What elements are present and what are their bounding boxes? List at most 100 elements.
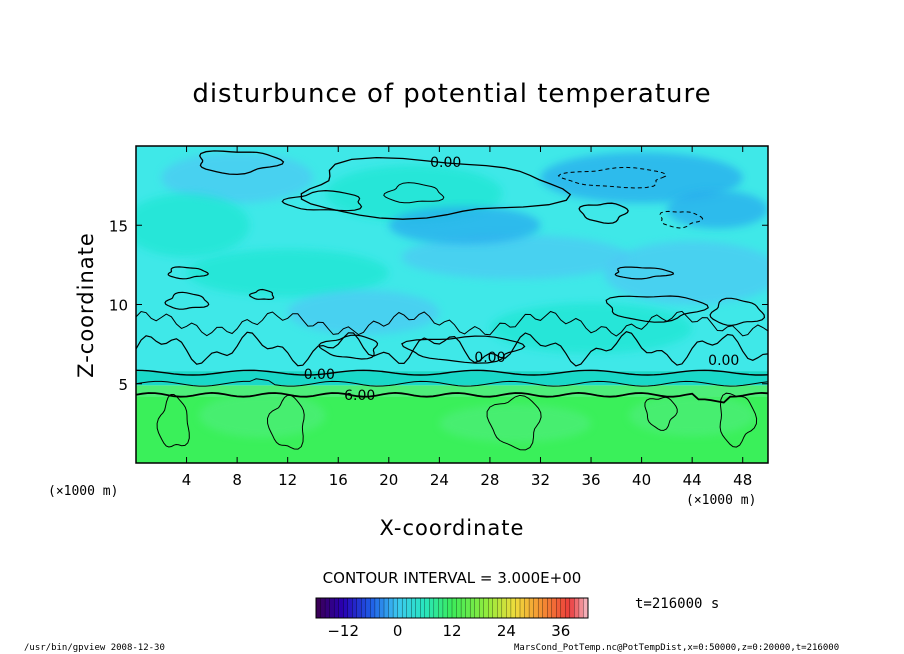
y-axis-label: Z-coordinate: [74, 232, 98, 378]
contour-loop: [578, 202, 629, 225]
x-axis: 4 8 12 16 20 24 28 32 36 40 44 48: [182, 146, 752, 489]
colorbar-cell: [361, 597, 367, 619]
color-blob: [628, 394, 756, 437]
color-blob: [136, 193, 250, 257]
color-blob: [439, 404, 592, 443]
contour-interval-text: CONTOUR INTERVAL = 3.000E+00: [323, 569, 582, 587]
colorbar-cell: [547, 597, 553, 619]
x-tick-label: 44: [683, 471, 702, 489]
color-blob: [489, 302, 693, 354]
color-blob: [666, 190, 768, 229]
y-tick-label: 10: [109, 297, 128, 315]
x-tick-label: 12: [278, 471, 297, 489]
x-unit-left: (×1000 m): [48, 484, 118, 499]
colorbar-ticks: −12 0 12 24 36: [327, 622, 570, 640]
contour-loop: [281, 189, 363, 212]
colorbar-cell: [343, 597, 349, 619]
contour-lines: [136, 150, 768, 451]
x-tick-label: 24: [430, 471, 449, 489]
y-tick-label: 5: [118, 376, 128, 394]
colorbar-cell: [429, 597, 435, 619]
plot-area: [136, 146, 768, 463]
colorbar-cell: [356, 597, 362, 619]
x-tick-label: 36: [581, 471, 600, 489]
colorbar-cell: [324, 597, 331, 619]
colorbar: [315, 597, 589, 619]
contour-loop: [318, 334, 379, 360]
colorbar-tick-label: 36: [551, 622, 570, 640]
color-blob: [540, 152, 743, 204]
contour-loop: [167, 266, 210, 280]
color-blob: [287, 290, 440, 335]
contour-0-mid: [136, 331, 768, 367]
colorbar-cell: [469, 597, 476, 619]
colorbar-cell: [338, 597, 344, 619]
colorbar-cell: [397, 597, 403, 619]
colorbar-cell: [433, 597, 439, 619]
colorbar-cell: [365, 597, 371, 619]
colorbar-cell: [374, 597, 380, 619]
colorbar-cell: [556, 597, 562, 619]
contour-labels: 0.00 0.00 6.00 0.00 0.00: [304, 155, 740, 404]
colorbar-cell: [510, 597, 516, 619]
contour-label: 0.00: [708, 353, 739, 369]
contour-loop: [557, 166, 667, 189]
colorbar-cell: [379, 597, 385, 619]
colorbar-cell: [320, 597, 326, 619]
colorbar-cell: [479, 597, 485, 619]
color-band: [136, 385, 768, 397]
colorbar-cell: [506, 597, 512, 619]
contour-label: 0.00: [474, 350, 505, 366]
chart-title: disturbunce of potential temperature: [192, 79, 711, 109]
colorbar-cell: [524, 597, 530, 619]
contour-loop: [605, 295, 709, 323]
contour-loop: [164, 291, 210, 310]
colorbar-cell: [565, 597, 571, 619]
colorbar-cell: [333, 597, 340, 619]
colorbar-cell: [578, 597, 584, 619]
contour-6: [136, 391, 768, 404]
x-tick-label: 28: [480, 471, 499, 489]
colorbar-tick-label: −12: [327, 622, 359, 640]
colorbar-cell: [569, 597, 575, 619]
colorbar-cell: [474, 597, 480, 619]
color-blobs: [136, 152, 768, 443]
x-tick-label: 40: [632, 471, 651, 489]
colorbar-cell: [392, 597, 399, 619]
colorbar-cell: [442, 597, 448, 619]
contour-0-mid2: [136, 310, 768, 337]
x-axis-label: X-coordinate: [380, 516, 525, 540]
colorbar-frame: [315, 597, 589, 619]
colorbar-cell: [370, 597, 376, 619]
contour-loop: [614, 266, 675, 280]
colorbar-cell: [501, 597, 507, 619]
contour-loop: [719, 392, 758, 448]
footer-right: MarsCond_PotTemp.nc@PotTempDist,x=0:5000…: [514, 643, 839, 653]
contour-loop: [709, 297, 766, 327]
colorbar-cell: [401, 597, 408, 619]
colorbar-cell: [533, 597, 539, 619]
y-axis: 5 10 15: [109, 217, 768, 394]
colorbar-cell: [492, 597, 498, 619]
colorbar-cell: [352, 597, 358, 619]
contour-loop: [300, 156, 572, 220]
colorbar-cell: [438, 597, 444, 619]
colorbar-cell: [329, 597, 335, 619]
contour-loop: [383, 182, 445, 204]
color-blob: [401, 234, 629, 280]
contour-loop: [644, 396, 678, 431]
contour-loop: [486, 394, 542, 451]
contour-loop: [266, 394, 305, 450]
y-tick-label: 15: [109, 217, 128, 235]
colorbar-cell: [497, 597, 503, 619]
color-blob: [603, 241, 768, 305]
colorbar-cell: [420, 597, 426, 619]
colorbar-cell: [315, 597, 321, 619]
contour-label: 0.00: [304, 367, 335, 383]
contour-0: [136, 369, 768, 376]
colorbar-cell: [574, 597, 580, 619]
colorbar-cell: [528, 597, 535, 619]
x-tick-label: 16: [329, 471, 348, 489]
contour-loop: [198, 150, 285, 176]
